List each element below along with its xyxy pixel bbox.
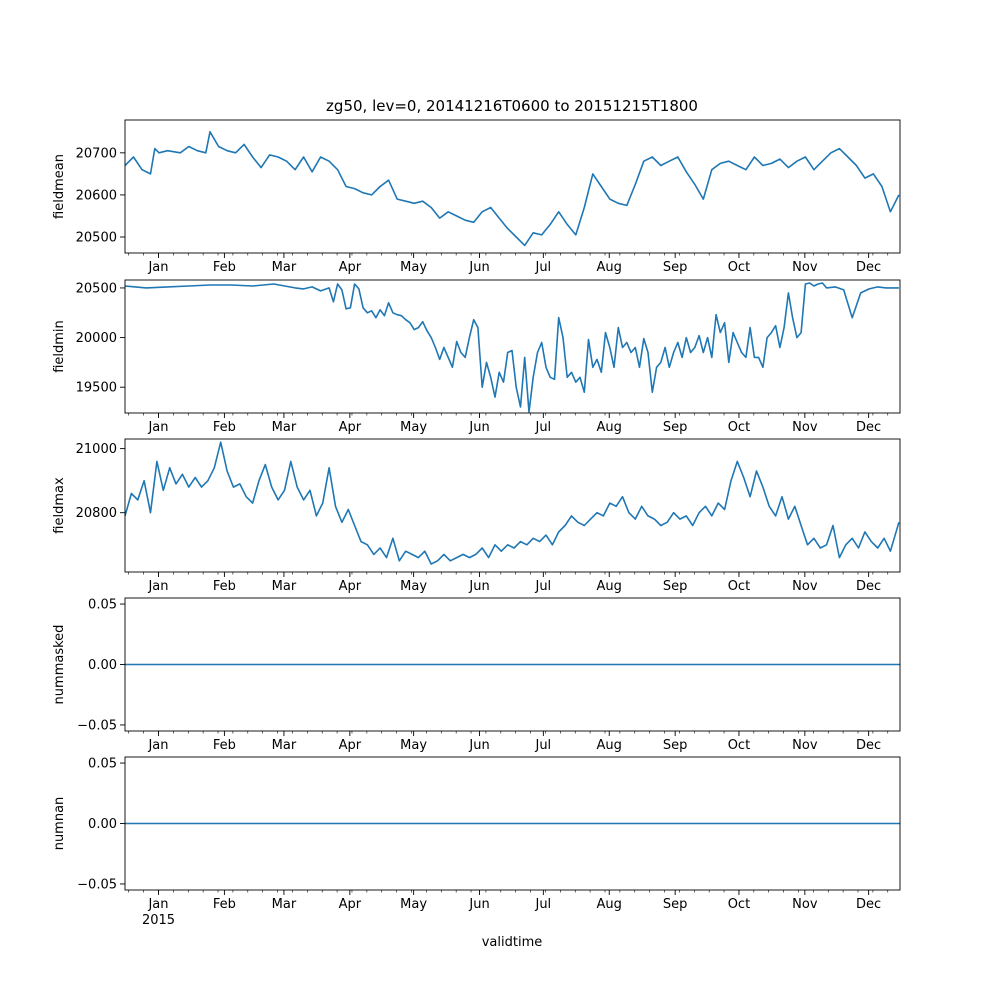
chart-title: zg50, lev=0, 20141216T0600 to 20151215T1… [326, 97, 698, 115]
x-tick-label: Jul [534, 738, 551, 753]
x-tick-label: Oct [728, 420, 750, 435]
x-tick-label: Jun [468, 738, 489, 753]
series-line-fieldmean [124, 131, 900, 247]
x-tick-label: Sep [663, 738, 688, 753]
panel-nummasked: Jan Feb Mar Apr May Jun Jul Aug Sep Oct Nov Dec −0.0… [52, 598, 901, 753]
x-tick-label: Jul [534, 897, 551, 912]
x-year-label: 2015 [142, 913, 175, 928]
x-tick-label: Feb [213, 897, 236, 912]
panel-fieldmin: Jan Feb Mar Apr May Jun Jul Aug Sep Oct Nov Dec 1950… [52, 279, 901, 435]
x-tick-label: Jan [147, 260, 168, 275]
x-tick-label: Feb [213, 579, 236, 594]
x-tick-label: Aug [597, 579, 622, 594]
x-tick-label: Nov [792, 420, 818, 435]
y-tick-label: 20500 [76, 281, 117, 296]
x-tick-label: Jun [468, 579, 489, 594]
x-tick-label: Jan [147, 897, 168, 912]
y-tick-label: 19500 [76, 381, 117, 396]
x-tick-label: Sep [663, 260, 688, 275]
panel-fieldmax: Jan Feb Mar Apr May Jun Jul Aug Sep Oct Nov Dec 2080… [52, 438, 901, 594]
x-tick-label: Oct [728, 738, 750, 753]
x-tick-label: May [400, 260, 427, 275]
x-tick-label: Feb [213, 260, 236, 275]
x-tick-label: Mar [272, 738, 297, 753]
x-tick-label: Jun [468, 897, 489, 912]
x-tick-label: Feb [213, 420, 236, 435]
x-tick-label: Jun [468, 260, 489, 275]
x-tick-label: Sep [663, 420, 688, 435]
y-tick-label: 20000 [76, 331, 117, 346]
x-tick-label: Aug [597, 420, 622, 435]
x-tick-label: Oct [728, 579, 750, 594]
x-tick-label: Dec [856, 738, 881, 753]
x-tick-label: Dec [856, 579, 881, 594]
x-tick-label: Apr [339, 738, 362, 753]
y-tick-label: −0.05 [77, 718, 117, 733]
x-tick-label: Jul [534, 420, 551, 435]
x-tick-label: Aug [597, 260, 622, 275]
x-tick-label: Dec [856, 420, 881, 435]
x-tick-label: Sep [663, 897, 688, 912]
x-tick-label: Jan [147, 420, 168, 435]
x-tick-label: Jun [468, 420, 489, 435]
y-axis-label-nummasked: nummasked [52, 625, 67, 705]
y-tick-label: 20600 [76, 188, 117, 203]
x-tick-label: Apr [339, 420, 362, 435]
y-tick-label: 20800 [76, 506, 117, 521]
x-tick-label: May [400, 420, 427, 435]
series-line-fieldmin [124, 282, 899, 413]
series-line-fieldmax [124, 441, 900, 565]
x-tick-label: Aug [597, 738, 622, 753]
y-axis-label-fieldmean: fieldmean [52, 154, 67, 219]
plot-frame [124, 438, 901, 573]
x-tick-label: Dec [856, 260, 881, 275]
x-tick-label: Feb [213, 738, 236, 753]
y-tick-label: 0.05 [88, 598, 117, 613]
x-tick-label: Jan [147, 738, 168, 753]
x-tick-label: Apr [339, 579, 362, 594]
y-tick-label: 20700 [76, 146, 117, 161]
x-tick-label: Apr [339, 897, 362, 912]
y-tick-label: 0.05 [88, 757, 117, 772]
x-tick-label: Sep [663, 579, 688, 594]
x-tick-label: Dec [856, 897, 881, 912]
y-axis-label-numnan: numnan [52, 797, 67, 851]
x-tick-label: Mar [272, 260, 297, 275]
x-tick-label: Nov [792, 897, 818, 912]
x-tick-label: May [400, 579, 427, 594]
panel-fieldmean: Jan Feb Mar Apr May Jun Jul Aug Sep Oct Nov Dec 2050… [52, 119, 901, 275]
x-tick-label: Oct [728, 260, 750, 275]
x-tick-label: Oct [728, 897, 750, 912]
y-tick-label: 0.00 [88, 817, 117, 832]
x-tick-label: Mar [272, 420, 297, 435]
x-tick-label: Jan [147, 579, 168, 594]
panel-numnan: Jan Feb Mar Apr May Jun Jul Aug Sep Oct Nov Dec −0.0… [52, 757, 901, 928]
x-tick-label: May [400, 897, 427, 912]
x-tick-label: Nov [792, 738, 818, 753]
x-axis-label: validtime [482, 935, 543, 950]
y-tick-label: 21000 [76, 442, 117, 457]
x-tick-label: May [400, 738, 427, 753]
y-tick-label: 20500 [76, 231, 117, 246]
x-tick-label: Jul [534, 579, 551, 594]
x-tick-label: Mar [272, 897, 297, 912]
x-tick-label: Nov [792, 579, 818, 594]
x-tick-label: Jul [534, 260, 551, 275]
y-axis-label-fieldmin: fieldmin [52, 320, 67, 373]
x-tick-label: Nov [792, 260, 818, 275]
x-tick-label: Aug [597, 897, 622, 912]
plot-frame [124, 279, 901, 414]
plot-frame [124, 119, 901, 254]
y-tick-label: 0.00 [88, 658, 117, 673]
x-tick-label: Mar [272, 579, 297, 594]
y-tick-label: −0.05 [77, 877, 117, 892]
x-tick-label: Apr [339, 260, 362, 275]
y-axis-label-fieldmax: fieldmax [52, 477, 67, 534]
